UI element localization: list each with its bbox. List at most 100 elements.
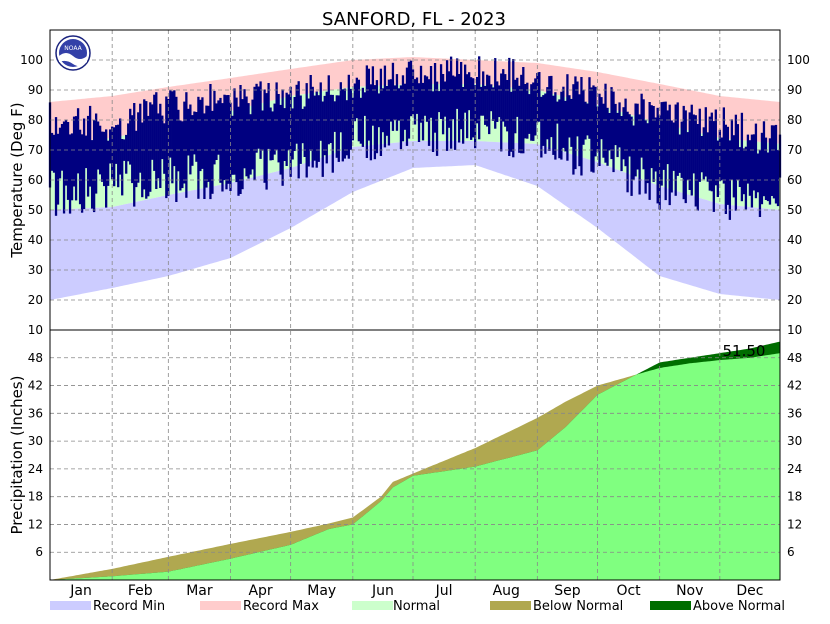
observed-temperature-bar: [68, 134, 72, 214]
observed-temperature-bar: [506, 80, 509, 132]
observed-temperature-bar: [500, 73, 503, 152]
month-tick-label: Jul: [435, 583, 453, 599]
observed-temperature-bar: [550, 75, 553, 138]
observed-temperature-bar: [732, 135, 736, 198]
observed-temperature-bar: [339, 82, 342, 133]
observed-temperature-bar: [119, 118, 122, 175]
observed-temperature-bar: [361, 87, 365, 147]
month-tick-label: Feb: [128, 583, 153, 599]
observed-temperature-bar: [608, 113, 611, 151]
observed-temperature-bar: [584, 101, 587, 140]
observed-temperature-bar: [413, 79, 417, 125]
observed-temperature-bar: [121, 139, 124, 196]
observed-temperature-bar: [273, 103, 276, 155]
precipitation-tick-label-right: 24: [787, 462, 802, 476]
observed-temperature-bar: [131, 115, 134, 184]
observed-temperature-bar: [526, 82, 529, 139]
observed-temperature-bar: [594, 86, 597, 157]
observed-temperature-bar: [610, 87, 613, 160]
observed-temperature-bar: [331, 94, 334, 173]
observed-temperature-bar: [399, 85, 403, 150]
observed-temperature-bar: [598, 93, 601, 166]
observed-temperature-bar: [56, 133, 60, 205]
observed-temperature-bar: [315, 91, 318, 168]
observed-temperature-bar: [161, 115, 164, 160]
observed-temperature-bar: [193, 111, 196, 155]
observed-temperature-bar: [58, 127, 62, 179]
observed-temperature-bar: [381, 88, 385, 133]
observed-temperature-bar: [514, 79, 517, 134]
observed-temperature-bar: [241, 99, 244, 190]
precipitation-tick-label-right: 6: [787, 545, 795, 559]
temperature-axis-label: Temperature (Deg F): [8, 102, 26, 258]
observed-temperature-bar: [668, 104, 671, 206]
observed-temperature-bar: [528, 94, 531, 134]
observed-temperature-bar: [437, 91, 441, 113]
observed-temperature-bar: [704, 107, 707, 177]
observed-temperature-bar: [764, 137, 768, 200]
observed-temperature-bar: [301, 108, 304, 144]
observed-temperature-bar: [221, 103, 224, 192]
legend-label: Normal: [393, 599, 440, 614]
observed-temperature-bar: [490, 84, 493, 112]
observed-temperature-bar: [183, 101, 186, 184]
observed-temperature-bar: [644, 120, 647, 194]
temperature-tick-label: 90: [28, 83, 43, 97]
precipitation-panel: 51.50: [50, 341, 780, 580]
observed-temperature-bar: [275, 82, 278, 151]
temperature-tick-label-right: 60: [787, 173, 802, 187]
observed-temperature-bar: [113, 127, 116, 187]
precipitation-tick-label: 18: [28, 490, 43, 504]
observed-temperature-bar: [411, 69, 415, 115]
legend-swatch: [650, 601, 691, 610]
observed-temperature-bar: [748, 140, 752, 196]
observed-temperature-bar: [522, 67, 525, 154]
observed-temperature-bar: [149, 102, 152, 192]
observed-temperature-bar: [317, 95, 320, 162]
observed-temperature-bar: [618, 102, 621, 148]
observed-temperature-bar: [171, 91, 174, 184]
observed-temperature-bar: [612, 91, 615, 173]
observed-temperature-bar: [367, 68, 371, 141]
observed-temperature-bar: [484, 85, 487, 125]
observed-temperature-bar: [165, 96, 168, 199]
observed-temperature-bar: [768, 138, 772, 205]
observed-temperature-bar: [718, 129, 721, 182]
observed-temperature-bar: [347, 74, 350, 159]
observed-temperature-bar: [66, 122, 70, 200]
observed-temperature-bar: [227, 95, 230, 184]
observed-temperature-bar: [439, 64, 443, 119]
month-tick-label: Oct: [616, 583, 641, 599]
observed-temperature-bar: [393, 85, 397, 121]
precipitation-tick-label-right: 12: [787, 517, 802, 531]
temperature-tick-label: 60: [28, 173, 43, 187]
observed-temperature-bar: [251, 99, 254, 170]
month-tick-label: Jan: [69, 583, 92, 599]
observed-temperature-bar: [74, 116, 78, 201]
observed-temperature-bar: [678, 134, 681, 173]
observed-temperature-bar: [476, 77, 479, 124]
precipitation-total-label: 51.50: [723, 342, 766, 360]
noaa-logo-icon: NOAA: [55, 35, 91, 71]
observed-temperature-bar: [724, 124, 727, 214]
observed-temperature-bar: [722, 107, 725, 184]
observed-temperature-bar: [391, 62, 395, 131]
observed-temperature-bar: [313, 95, 316, 161]
observed-temperature-bar: [429, 66, 433, 118]
temperature-tick-label: 100: [20, 53, 43, 67]
precipitation-tick-label: 48: [28, 351, 43, 365]
observed-temperature-bar: [78, 129, 82, 205]
observed-temperature-bar: [560, 91, 563, 160]
observed-temperature-bar: [327, 75, 330, 145]
observed-temperature-bar: [592, 85, 595, 173]
observed-temperature-bar: [578, 94, 581, 167]
legend-label: Below Normal: [533, 599, 623, 614]
observed-temperature-bar: [455, 58, 459, 109]
observed-temperature-bar: [544, 93, 547, 154]
noaa-logo-text: NOAA: [64, 45, 82, 52]
observed-temperature-bar: [616, 112, 619, 158]
observed-temperature-bar: [403, 83, 407, 130]
observed-temperature-bar: [303, 106, 306, 157]
observed-temperature-bar: [423, 75, 427, 116]
observed-temperature-bar: [199, 99, 202, 172]
